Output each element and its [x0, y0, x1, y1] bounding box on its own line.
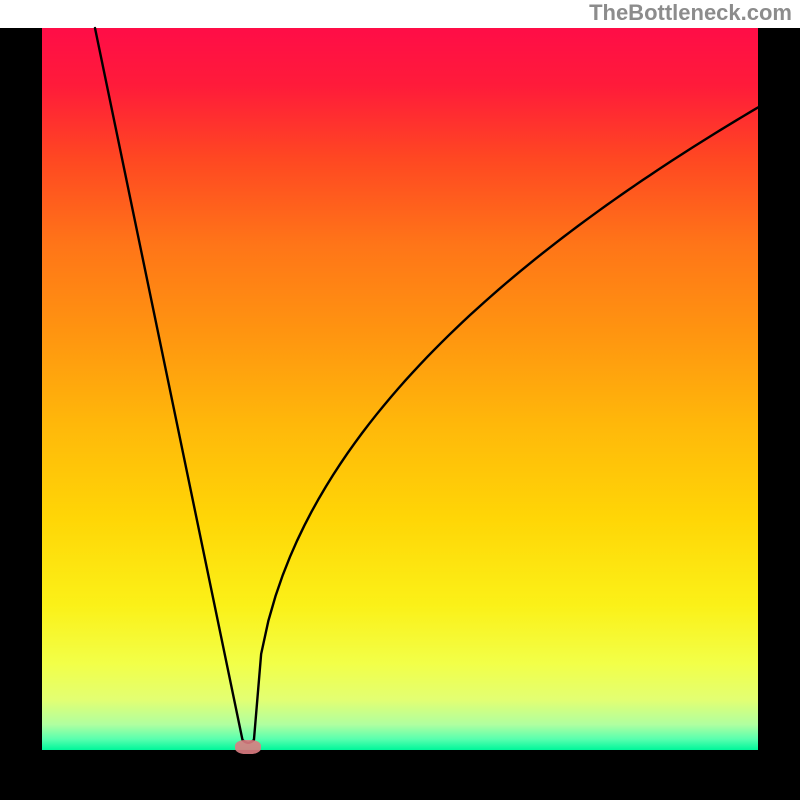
- gradient-background: [42, 28, 758, 750]
- trough-marker: [235, 740, 261, 754]
- gradient-plot-area: [42, 28, 758, 750]
- watermark-text: TheBottleneck.com: [589, 0, 792, 26]
- chart-black-frame: [0, 28, 800, 800]
